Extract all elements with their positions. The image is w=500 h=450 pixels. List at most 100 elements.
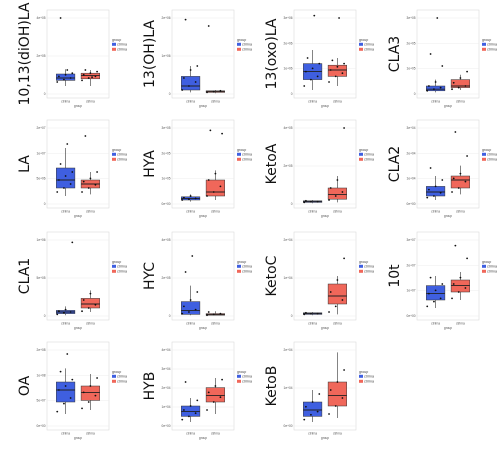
data-point [439, 297, 442, 300]
data-point [183, 305, 185, 308]
data-point [429, 167, 432, 169]
data-point [56, 81, 59, 83]
y-tick-label: 3e+04 [162, 367, 171, 371]
data-point [439, 86, 442, 89]
data-point [183, 77, 185, 79]
y-tick-label: 2e+05 [37, 54, 46, 58]
y-tick-label: 1e+04 [284, 276, 293, 280]
data-point [64, 73, 67, 76]
legend-swatch [359, 42, 363, 46]
data-point [310, 200, 312, 203]
data-point [433, 88, 435, 91]
legend-swatch [482, 152, 486, 156]
y-tick-label: 5e+05 [37, 276, 46, 280]
x-tick-label: ctrlrna [86, 210, 95, 214]
data-point [207, 179, 210, 181]
x-tick-label: ctrlrna [86, 100, 95, 104]
x-tick-label: ctrlrna [456, 322, 465, 326]
legend-label: ctrlrna [242, 269, 252, 273]
data-point [58, 75, 60, 78]
x-axis-title: group [321, 214, 329, 218]
legend-title: group [112, 38, 121, 42]
x-axis-title: group [321, 436, 329, 440]
data-point [341, 191, 344, 193]
x-axis-title: group [74, 214, 82, 218]
data-point [189, 299, 192, 301]
data-point [87, 307, 90, 309]
data-point [81, 79, 83, 82]
legend-title: group [112, 148, 121, 152]
legend-label: ctrlrna [364, 47, 374, 51]
data-point [331, 59, 334, 62]
x-tick-label: ctrlrna [333, 432, 342, 436]
data-point [91, 76, 93, 79]
y-tick-label: 4e+05 [284, 126, 293, 130]
data-point [84, 69, 87, 71]
data-point [328, 311, 330, 313]
data-point [94, 183, 97, 186]
data-point [82, 299, 85, 301]
data-point [452, 81, 455, 84]
data-point [84, 135, 87, 137]
data-point [341, 72, 344, 75]
legend-label: ctrlrna [364, 152, 374, 156]
data-point [433, 300, 435, 303]
y-tick-label: 2e+08 [37, 348, 46, 352]
y-tick-label: 1e+05 [407, 67, 416, 71]
x-tick-label: ctrlrna [211, 100, 220, 104]
data-point [189, 195, 192, 197]
x-tick-label: ctrlrna [86, 432, 95, 436]
y-tick-label: 2e+05 [162, 151, 171, 155]
data-point [96, 377, 98, 379]
data-point [426, 305, 429, 308]
data-point [454, 244, 457, 247]
y-axis-title: CLA3 [387, 36, 403, 72]
legend-swatch [482, 42, 486, 46]
data-point [316, 75, 319, 78]
legend-title: group [237, 260, 246, 264]
data-point [63, 311, 65, 314]
y-tick-label: 1e+08 [37, 373, 46, 377]
data-point [436, 17, 439, 19]
data-point [71, 171, 74, 173]
y-tick-label: 4e+05 [162, 238, 171, 242]
data-point [452, 177, 455, 180]
legend-swatch [359, 269, 363, 273]
data-point [81, 407, 83, 410]
data-point [303, 201, 306, 204]
data-point [206, 195, 208, 197]
box-ctrl [181, 301, 201, 315]
y-axis-title: 10,13(diOH)LA [17, 2, 33, 105]
data-point [184, 271, 187, 273]
data-point [189, 69, 192, 71]
y-tick-label: 1e+07 [37, 151, 46, 155]
box-treat [327, 381, 347, 407]
data-point [303, 313, 306, 316]
data-point [196, 291, 199, 293]
y-tick-label: 2e+05 [284, 164, 293, 168]
data-point [66, 353, 69, 355]
legend-title: group [359, 260, 368, 264]
data-point [311, 67, 314, 70]
data-point [429, 53, 432, 55]
legend-swatch [237, 269, 241, 273]
data-point [194, 197, 197, 200]
data-point [457, 187, 460, 189]
data-point [329, 291, 332, 293]
y-tick-label: 0 [169, 314, 171, 318]
y-tick-label: 1e+07 [407, 289, 416, 293]
x-axis-title: group [199, 436, 207, 440]
y-tick-label: 3e+05 [162, 126, 171, 130]
data-point [311, 401, 314, 403]
x-tick-label: ctrlrna [456, 210, 465, 214]
y-tick-label: 0 [414, 92, 416, 96]
data-point [428, 188, 430, 191]
y-tick-label: 5e+06 [37, 177, 46, 181]
legend-swatch [112, 42, 116, 46]
y-tick-label: 2e+05 [407, 41, 416, 45]
data-point [71, 241, 74, 244]
legend-swatch [482, 269, 486, 273]
x-axis-title: group [199, 104, 207, 108]
